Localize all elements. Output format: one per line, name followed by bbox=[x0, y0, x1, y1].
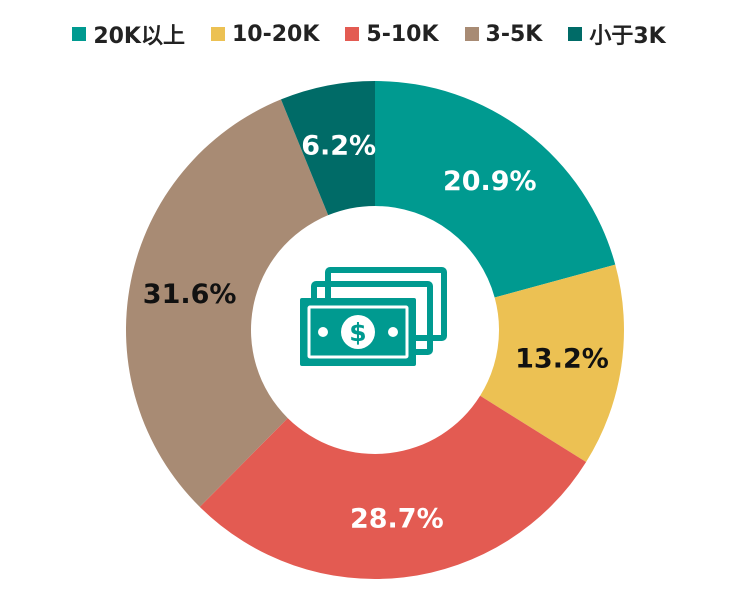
data-label: 20.9% bbox=[443, 166, 537, 197]
legend-label: 5-10K bbox=[366, 21, 439, 47]
legend-item-under-3k: 小于3K bbox=[568, 18, 666, 50]
donut-slices bbox=[125, 81, 624, 579]
legend-swatch bbox=[72, 27, 87, 41]
legend-item-3-5k: 3-5K bbox=[464, 18, 543, 50]
data-label: 28.7% bbox=[350, 504, 444, 535]
legend-item-20k-plus: 20K以上 bbox=[72, 18, 185, 50]
legend-label: 10-20K bbox=[231, 21, 320, 47]
legend-label: 20K以上 bbox=[93, 24, 185, 49]
slice-10-20k bbox=[480, 264, 624, 463]
slice-5-10k bbox=[199, 395, 587, 579]
legend-label: 3-5K bbox=[485, 21, 543, 47]
slice-labels: 20.9% 13.2% 28.7% 31.6% 6.2% bbox=[143, 131, 609, 535]
legend-swatch bbox=[464, 27, 479, 41]
slice-under-3k bbox=[280, 81, 375, 216]
legend-swatch bbox=[568, 27, 583, 41]
legend-item-5-10k: 5-10K bbox=[345, 18, 439, 50]
legend: 20K以上 10-20K 5-10K 3-5K 小于3K bbox=[0, 18, 738, 50]
legend-label: 小于3K bbox=[589, 24, 666, 49]
legend-swatch bbox=[345, 27, 360, 41]
slice-3-5k bbox=[125, 99, 329, 507]
data-label: 13.2% bbox=[515, 344, 609, 375]
legend-swatch bbox=[210, 27, 225, 41]
slice-20k-plus bbox=[375, 81, 616, 298]
data-label: 31.6% bbox=[143, 279, 237, 310]
svg-text:$: $ bbox=[349, 318, 366, 347]
money-bills-icon: $ bbox=[300, 267, 447, 366]
legend-item-10-20k: 10-20K bbox=[210, 18, 320, 50]
data-label: 6.2% bbox=[301, 131, 376, 162]
